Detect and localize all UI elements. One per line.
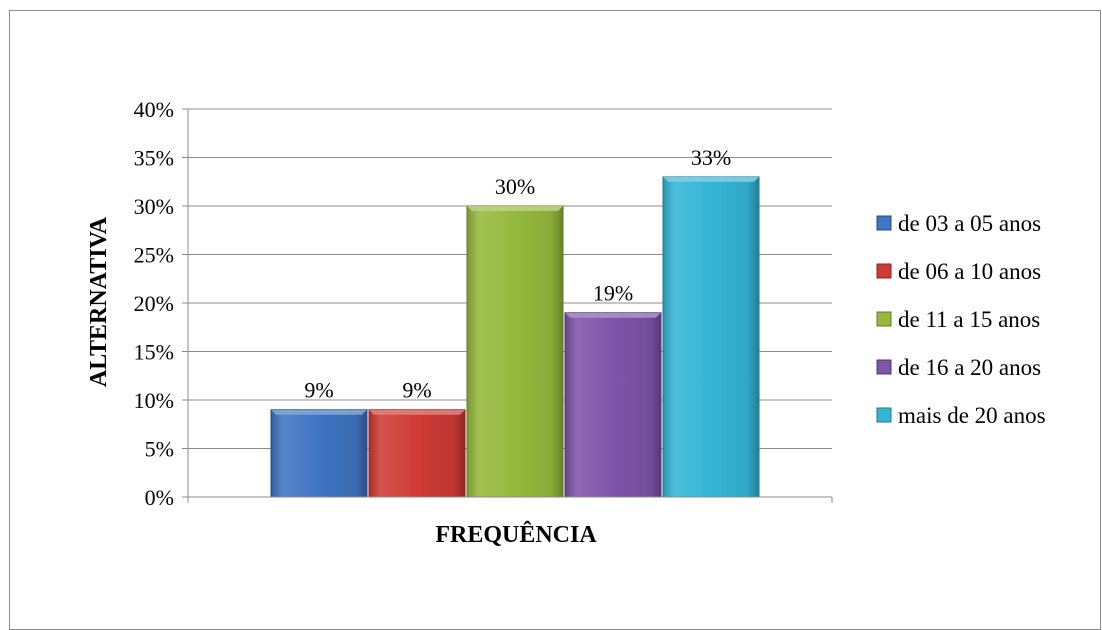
- y-axis-title: ALTERNATIVA: [86, 216, 112, 387]
- data-label: 9%: [304, 378, 333, 403]
- y-tick-label: 35%: [134, 146, 174, 171]
- legend-label: de 11 a 15 anos: [898, 307, 1040, 332]
- bar: [564, 312, 662, 498]
- data-label: 33%: [691, 145, 731, 170]
- legend-swatch: [876, 215, 892, 231]
- legend-item: de 16 a 20 anos: [876, 355, 1041, 380]
- legend-label: mais de 20 anos: [898, 403, 1046, 428]
- y-axis-ticks: 0% 5% 10% 15% 20% 25% 30% 35% 40%: [134, 97, 188, 510]
- legend-label: de 06 a 10 anos: [898, 259, 1041, 284]
- y-tick-label: 5%: [145, 437, 174, 462]
- data-labels: 9% 9% 30% 19% 33%: [304, 145, 731, 403]
- legend-item: mais de 20 anos: [876, 403, 1046, 428]
- data-label: 9%: [402, 378, 431, 403]
- bars: [270, 176, 760, 498]
- legend-swatch: [876, 407, 892, 423]
- y-tick-label: 25%: [134, 243, 174, 268]
- axes: [187, 109, 833, 503]
- x-axis-title: FREQUÊNCIA: [435, 521, 597, 548]
- legend-item: de 03 a 05 anos: [876, 211, 1041, 236]
- bar: [662, 176, 760, 498]
- bar-chart: 0%5%10%15%20%25%30%35%40% 9% 9%30%19%33% …: [86, 97, 1046, 548]
- bar: [270, 409, 368, 498]
- bar: [466, 205, 564, 498]
- y-tick-label: 30%: [134, 194, 174, 219]
- bar: [368, 409, 466, 498]
- legend-label: de 16 a 20 anos: [898, 355, 1041, 380]
- legend-swatch: [876, 263, 892, 279]
- y-tick-label: 40%: [134, 97, 174, 122]
- data-label: 30%: [495, 174, 535, 199]
- y-tick-label: 15%: [134, 340, 174, 365]
- y-tick-label: 10%: [134, 388, 174, 413]
- legend: de 03 a 05 anos de 06 a 10 anos de 11 a 15…: [876, 211, 1046, 428]
- y-tick-label: 20%: [134, 291, 174, 316]
- legend-swatch: [876, 359, 892, 375]
- legend-label: de 03 a 05 anos: [898, 211, 1041, 236]
- legend-item: de 11 a 15 anos: [876, 307, 1040, 332]
- y-tick-label: 0%: [145, 485, 174, 510]
- data-label: 19%: [593, 281, 633, 306]
- legend-item: de 06 a 10 anos: [876, 259, 1041, 284]
- legend-swatch: [876, 311, 892, 327]
